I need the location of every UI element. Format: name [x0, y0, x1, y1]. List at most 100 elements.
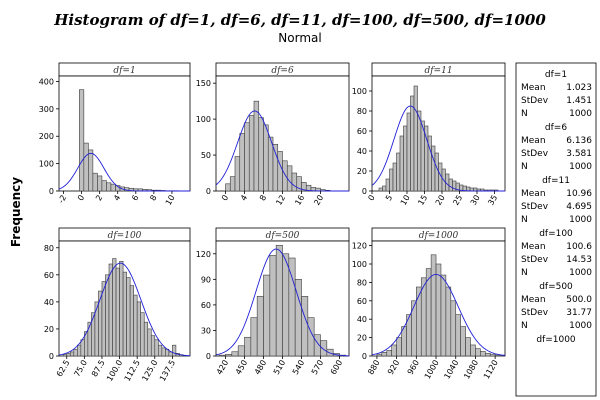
stats-row-name: StDev	[521, 149, 549, 159]
histogram-bar	[147, 328, 152, 357]
y-tick-label: 20	[44, 325, 54, 334]
histogram-bar	[386, 350, 393, 357]
y-tick-label: 90	[201, 275, 211, 284]
stats-row-name: N	[521, 162, 528, 172]
histogram-bar	[122, 271, 127, 357]
histogram-bar	[83, 142, 89, 192]
histogram-bar	[88, 149, 94, 192]
histogram-bar	[106, 182, 112, 192]
stats-group-df-100: df=100 Mean 100.6 StDev 14.53 N 1000	[521, 229, 592, 278]
y-tick-label: 150	[196, 79, 211, 88]
histogram-bar	[277, 151, 283, 192]
histogram-bar	[475, 348, 481, 357]
histogram-bar	[94, 301, 99, 357]
histogram-bar	[129, 285, 134, 357]
normal-fit-curve	[58, 152, 190, 192]
x-tick-label: 0	[366, 194, 376, 203]
x-tick-label: 2	[94, 194, 104, 203]
x-tick-label: 112.5	[123, 359, 142, 383]
panel-df-100: df=100 0 20 40 60 80 62.5 75.0 87.5100.0112.5125…	[44, 227, 191, 383]
stats-group-df-500: df=500 Mean 500.0 StDev 31.77 N 1000	[521, 282, 592, 331]
stats-group-label: df=1	[545, 70, 567, 80]
y-tick-label: 0	[206, 187, 211, 196]
x-tick-label: -2	[56, 194, 68, 205]
stats-row-name: Mean	[521, 136, 546, 146]
stats-row-value: 31.77	[566, 308, 592, 318]
y-tick-label: 60	[357, 127, 367, 136]
histogram-bars	[378, 85, 499, 192]
y-tick-label: 100	[196, 115, 211, 124]
stats-group-label: df=11	[542, 176, 570, 186]
normal-fit-curve	[371, 105, 505, 192]
histogram-bar	[434, 152, 439, 192]
histogram-bar	[244, 122, 250, 192]
y-tick-label: 60	[201, 301, 211, 310]
stats-row-name: Mean	[521, 242, 546, 252]
histogram-bar	[108, 263, 113, 357]
stats-group-df-6: df=6 Mean 6.136 StDev 3.581 N 1000	[521, 123, 592, 172]
x-tick-label: 20	[312, 194, 325, 207]
stats-row-name: N	[521, 215, 528, 225]
stats-row-name: Mean	[521, 83, 546, 93]
histogram-bar	[450, 300, 457, 357]
histogram-bar	[489, 353, 496, 357]
panel-title: df=1	[113, 66, 135, 76]
y-tick-label: 120	[196, 250, 211, 259]
y-tick-label: 400	[39, 77, 54, 86]
histogram-bar	[392, 162, 397, 192]
y-tick-label: 0	[362, 187, 367, 196]
chart-title: Histogram of df=1, df=6, df=11, df=100, …	[53, 11, 546, 29]
y-tick-label: 0	[206, 352, 211, 361]
y-tick-label: 100	[352, 87, 367, 96]
histogram-bars	[225, 100, 331, 192]
stats-row-value: 1000	[569, 109, 592, 119]
histogram-bar	[158, 344, 163, 357]
histogram-bar	[389, 168, 394, 192]
histogram-bar	[378, 187, 383, 192]
x-tick-label: 15	[416, 194, 429, 207]
histogram-bar	[244, 336, 252, 357]
normal-fit-curve	[371, 273, 506, 356]
panel-title: df=11	[424, 66, 452, 76]
histogram-bar	[460, 326, 466, 357]
histogram-bar	[430, 254, 437, 357]
histogram-bar	[435, 263, 442, 357]
histogram-bar	[291, 172, 298, 192]
x-tick-label: 480	[253, 359, 268, 377]
stats-group-label: df=100	[539, 229, 573, 239]
x-tick-label: 10	[399, 194, 412, 207]
histogram-bar	[399, 135, 404, 192]
histogram-bar	[69, 351, 75, 357]
histogram-bar	[403, 125, 408, 192]
y-tick-label: 80	[357, 107, 367, 116]
x-tick-label: 16	[293, 194, 306, 207]
x-tick-label: 1080	[462, 359, 480, 381]
stats-row-name: N	[521, 268, 528, 278]
histogram-bar	[112, 258, 117, 357]
histogram-bar	[110, 183, 116, 192]
histogram-bar	[396, 152, 401, 192]
y-tick-label: 80	[44, 244, 54, 253]
histogram-bar	[424, 125, 429, 192]
x-tick-label: 30	[469, 194, 482, 207]
histogram-bar	[92, 172, 98, 192]
y-axis-label: Frequency	[9, 177, 23, 247]
histogram-bar	[115, 267, 120, 357]
y-tick-label: 60	[44, 271, 54, 280]
histogram-bars	[376, 254, 501, 357]
y-tick-label: 60	[357, 297, 367, 306]
stats-group-label: df=6	[545, 123, 567, 133]
stats-row-value: 500.0	[566, 295, 592, 305]
stats-row-value: 14.53	[566, 255, 592, 265]
histogram-bar	[480, 351, 486, 357]
x-tick-label: 600	[329, 359, 344, 377]
x-tick-label: 20	[434, 194, 447, 207]
stats-row-value: 1000	[569, 268, 592, 278]
histogram-bar	[136, 301, 141, 357]
x-tick-label: 6	[130, 194, 140, 203]
histogram-bar	[91, 312, 96, 357]
histogram-bar	[448, 178, 453, 192]
histogram-bar	[62, 354, 68, 357]
histogram-bar	[275, 244, 283, 357]
